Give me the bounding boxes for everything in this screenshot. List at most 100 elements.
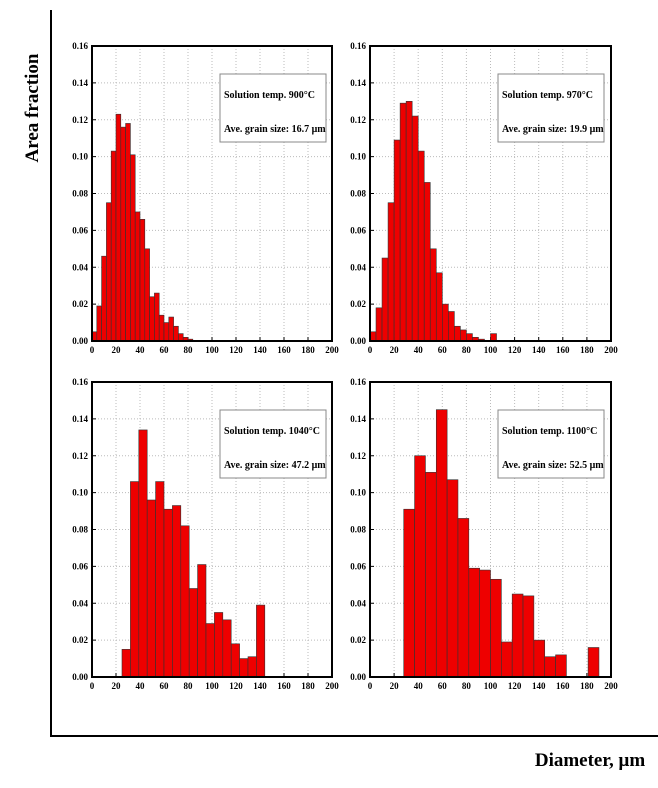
annotation-box (219, 409, 327, 479)
x-tick-label: 180 (301, 345, 315, 355)
x-tick-label: 200 (604, 681, 618, 691)
plot-frame (91, 45, 333, 342)
x-tick-label: 140 (253, 345, 267, 355)
y-tick-label: 0.14 (350, 78, 366, 88)
x-tick-label: 140 (532, 681, 546, 691)
bar (381, 257, 389, 342)
bar (403, 508, 415, 678)
x-tick-label: 80 (462, 681, 472, 691)
bar (106, 202, 112, 342)
x-tick-label: 140 (532, 345, 546, 355)
bar (115, 113, 122, 342)
bar (158, 314, 165, 342)
bar (178, 333, 184, 342)
x-tick-label: 160 (556, 345, 570, 355)
y-tick-label: 0.12 (72, 115, 88, 125)
y-tick-label: 0.08 (72, 525, 88, 535)
x-tick-label: 60 (160, 681, 170, 691)
x-tick-label: 200 (604, 345, 618, 355)
annotation-box (497, 73, 605, 143)
bar (460, 329, 467, 342)
bar (544, 656, 556, 678)
x-tick-label: 0 (90, 345, 95, 355)
bar (168, 316, 174, 342)
y-tick-label: 0.14 (72, 414, 88, 424)
bar (441, 303, 449, 342)
y-tick-label: 0.02 (72, 635, 88, 645)
annotation: Ave. grain size: 16.7 μm (224, 124, 326, 135)
bar (173, 325, 179, 342)
bar (423, 182, 431, 342)
x-tick-label: 100 (205, 681, 219, 691)
bar (230, 643, 240, 678)
y-tick-label: 0.02 (350, 299, 366, 309)
y-tick-label: 0.04 (72, 598, 88, 608)
y-tick-label: 0.08 (72, 189, 88, 199)
x-tick-label: 40 (414, 345, 424, 355)
y-tick-label: 0.06 (350, 225, 366, 235)
bar (130, 154, 136, 342)
x-tick-label: 200 (325, 345, 339, 355)
annotation: Ave. grain size: 52.5 μm (502, 460, 604, 471)
y-tick-label: 0.12 (350, 451, 366, 461)
x-tick-label: 0 (90, 681, 95, 691)
bar (205, 623, 215, 678)
bar (163, 508, 173, 678)
bar (490, 578, 502, 678)
x-tick-label: 20 (390, 681, 400, 691)
y-tick-label: 0.06 (72, 561, 88, 571)
bar (446, 479, 459, 678)
bar (214, 612, 224, 678)
bar (479, 569, 491, 678)
bar (387, 202, 395, 342)
annotation-box (219, 73, 327, 143)
bar (522, 595, 535, 678)
bar (429, 248, 437, 342)
x-axis-label: Diameter, μm (535, 750, 645, 771)
x-tick-label: 20 (112, 345, 122, 355)
x-tick-label: 0 (368, 345, 373, 355)
bar (555, 654, 567, 678)
bar (222, 619, 232, 678)
annotation: Solution temp. 1040°C (224, 426, 320, 437)
annotation: Solution temp. 1100°C (502, 426, 597, 437)
bar (163, 322, 170, 342)
bar (454, 325, 461, 342)
y-tick-label: 0.00 (350, 336, 366, 346)
bar (414, 455, 426, 678)
bar (172, 505, 182, 678)
bar (130, 481, 140, 678)
annotation: Ave. grain size: 19.9 μm (502, 124, 604, 135)
y-axis-label: Area fraction (22, 53, 43, 162)
x-tick-label: 40 (136, 345, 146, 355)
x-tick-label: 100 (205, 345, 219, 355)
y-tick-label: 0.16 (72, 377, 88, 387)
y-tick-label: 0.16 (72, 41, 88, 51)
bar (197, 564, 207, 678)
bar (146, 499, 156, 678)
bar (256, 604, 266, 678)
x-tick-label: 40 (414, 681, 424, 691)
bar (587, 647, 600, 678)
x-tick-label: 0 (368, 681, 373, 691)
annotation: Solution temp. 900°C (224, 90, 315, 101)
x-tick-label: 60 (438, 345, 448, 355)
bar (134, 211, 141, 342)
bar (425, 472, 437, 678)
x-tick-label: 40 (136, 681, 146, 691)
y-tick-label: 0.16 (350, 377, 366, 387)
bar (120, 126, 126, 342)
x-tick-label: 180 (301, 681, 315, 691)
y-tick-label: 0.06 (350, 561, 366, 571)
x-tick-label: 160 (277, 345, 291, 355)
bar (411, 115, 419, 342)
y-tick-label: 0.04 (350, 262, 366, 272)
y-tick-label: 0.12 (72, 451, 88, 461)
plot-frame (369, 381, 612, 678)
x-tick-label: 20 (112, 681, 122, 691)
x-tick-label: 140 (253, 681, 267, 691)
bar (138, 429, 148, 678)
bar (533, 639, 546, 678)
bar (375, 307, 383, 342)
bar (247, 656, 257, 678)
